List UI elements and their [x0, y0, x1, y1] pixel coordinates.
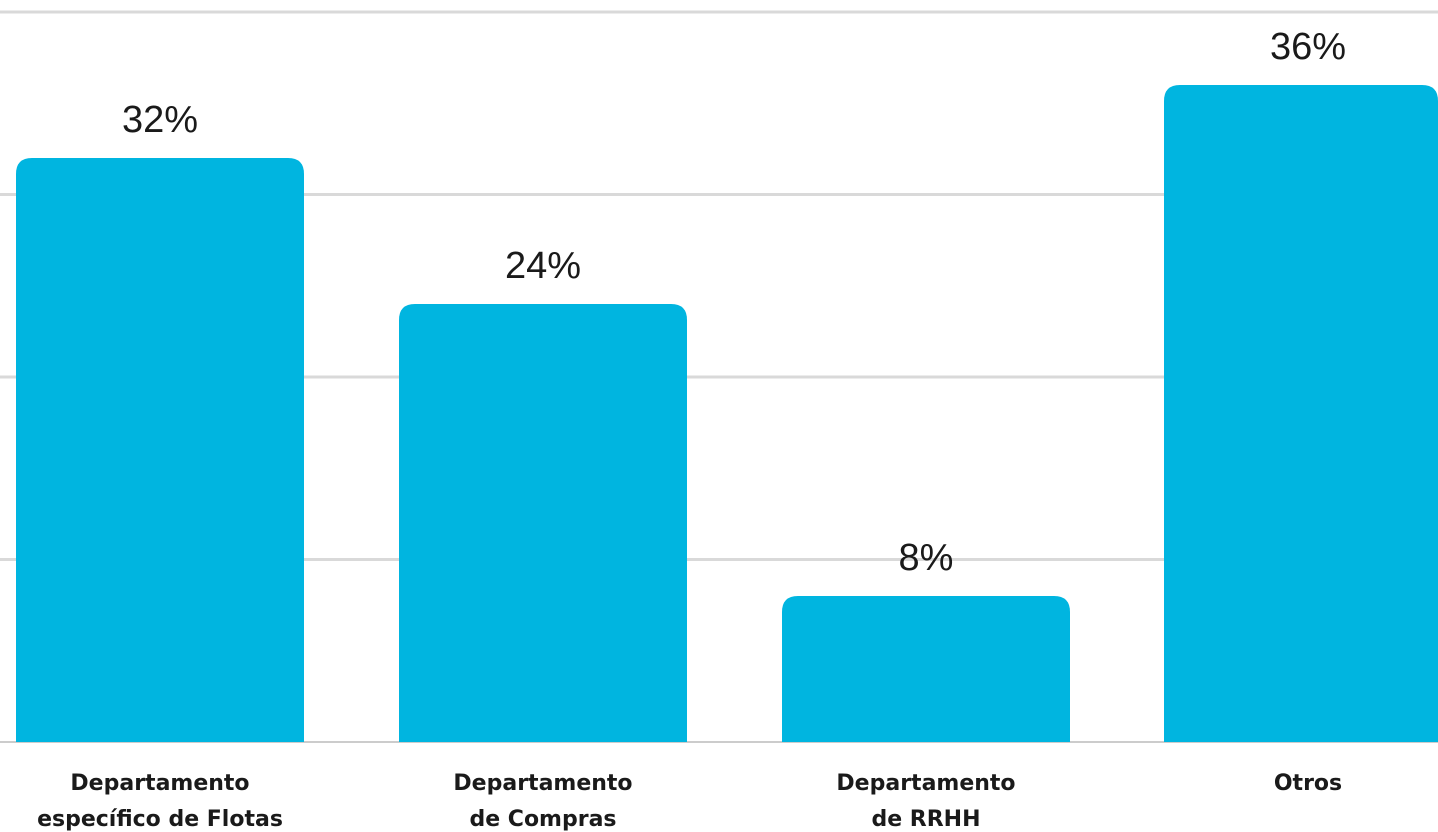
category-label-line: Departamento — [70, 771, 249, 796]
category-label-line: específico de Flotas — [37, 807, 283, 832]
category-layer: Departamento específico de FlotasDepartam… — [37, 771, 1342, 832]
category-label: Otros — [1274, 771, 1342, 796]
category-label-line: Departamento — [836, 771, 1015, 796]
category-label: Departamento de Compras — [453, 771, 632, 832]
bar — [782, 596, 1070, 742]
bar — [399, 304, 687, 742]
category-label-line: Otros — [1274, 771, 1342, 796]
category-label: Departamento de RRHH — [836, 771, 1015, 832]
category-label-line: de Compras — [469, 807, 616, 832]
bar-layer — [16, 85, 1438, 742]
bar-value-label: 24% — [505, 245, 581, 287]
label-layer: 32% 24% 8% 36% — [122, 26, 1346, 579]
category-label: Departamento específico de Flotas — [37, 771, 283, 832]
bar-value-label: 32% — [122, 99, 198, 141]
bar — [1164, 85, 1438, 742]
bar-value-label: 8% — [899, 537, 954, 579]
category-label-line: de RRHH — [871, 807, 980, 832]
category-label-line: Departamento — [453, 771, 632, 796]
bar-value-label: 36% — [1270, 26, 1346, 68]
bar — [16, 158, 304, 742]
